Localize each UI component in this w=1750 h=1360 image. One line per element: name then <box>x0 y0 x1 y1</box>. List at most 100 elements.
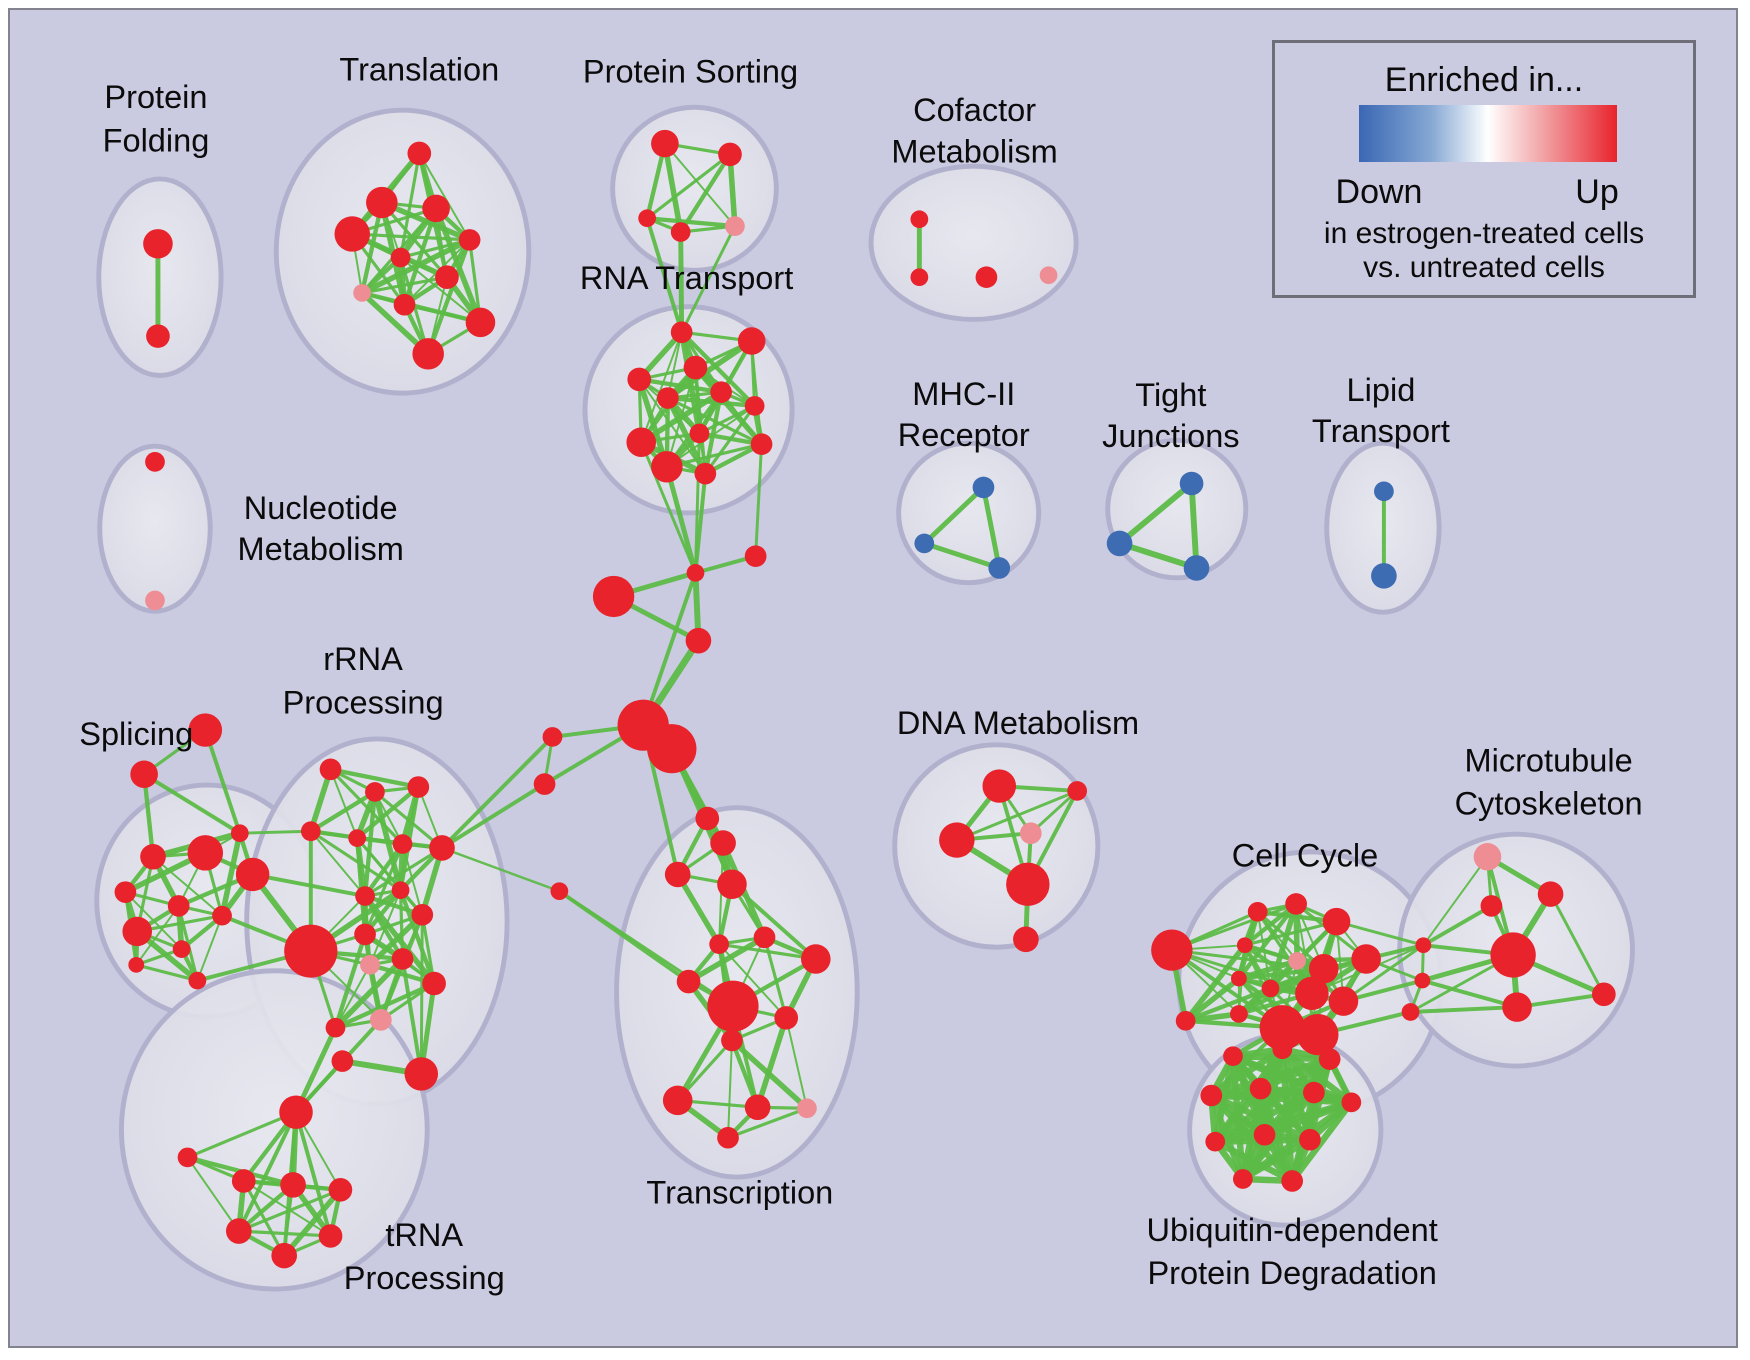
legend-up-label: Up <box>1575 173 1619 211</box>
geneset-node-rna_transport <box>750 433 773 456</box>
edge-protein_sorting <box>663 142 736 228</box>
cluster-ellipse-nucleotide_metabolism <box>97 443 213 614</box>
geneset-node-rrna_processing <box>355 886 375 906</box>
geneset-node-cofactor_metabolism <box>910 210 929 229</box>
cluster-label-trna_processing: tRNA <box>385 1217 463 1253</box>
geneset-node-trna_processing <box>328 1178 353 1202</box>
geneset-node-translation <box>334 216 370 252</box>
cluster-ellipse-mhc2_receptor <box>896 440 1042 586</box>
edge-rna_transport <box>679 330 757 409</box>
edge-cell_cycle <box>1236 901 1299 981</box>
edge-splicing <box>142 772 242 836</box>
geneset-node-connectors <box>685 627 712 654</box>
nodes-layer <box>114 129 1616 1269</box>
geneset-node-splicing <box>140 844 166 870</box>
geneset-node-cell_cycle <box>1259 1005 1305 1051</box>
cluster-ellipse-protein_sorting <box>610 104 779 273</box>
geneset-node-trna_processing <box>231 1169 256 1193</box>
geneset-node-connectors <box>542 727 563 747</box>
geneset-node-translation <box>458 229 481 251</box>
edge-rna_transport-connectors <box>639 440 697 575</box>
edge-splicing-rrna_processing <box>238 829 313 835</box>
legend-gradient-bar <box>1359 105 1617 162</box>
geneset-node-ubiquitin_degradation <box>1232 1169 1253 1189</box>
geneset-node-trna_processing <box>280 1172 306 1198</box>
geneset-node-microtubule_cytoskeleton <box>1414 972 1431 989</box>
edge-trna_processing <box>237 1229 333 1238</box>
geneset-node-rrna_processing <box>391 948 414 970</box>
cluster-label-rrna_processing: Processing <box>283 684 444 720</box>
edge-transcription <box>726 1106 809 1140</box>
geneset-node-translation <box>422 194 450 223</box>
edge-microtubule_cytoskeleton <box>1420 978 1520 1010</box>
geneset-node-translation <box>393 293 416 316</box>
cluster-label-tight_junctions: Junctions <box>1102 418 1239 454</box>
geneset-node-rna_transport <box>670 321 693 344</box>
cluster-label-rna_transport: RNA Transport <box>580 260 793 296</box>
edge-rrna_processing <box>333 932 368 1030</box>
edge-rrna_processing <box>355 784 421 841</box>
edge-protein_sorting-rna_transport <box>678 229 685 335</box>
edge-tight_junctions <box>1116 480 1195 547</box>
edge-splicing-rrna_processing <box>250 872 368 899</box>
edge-trna_processing <box>242 1179 332 1237</box>
geneset-node-cell_cycle <box>1261 979 1280 998</box>
cluster-label-microtubule_cytoskeleton: Cytoskeleton <box>1455 786 1643 822</box>
geneset-node-cell_cycle <box>1328 986 1359 1016</box>
edge-transcription <box>785 1016 808 1110</box>
edge-connectors <box>641 570 698 728</box>
cluster-label-protein_folding: Protein <box>104 79 207 115</box>
cluster-ellipse-dna_metabolism <box>892 742 1101 950</box>
geneset-node-cofactor_metabolism <box>1039 266 1058 285</box>
geneset-node-cell_cycle <box>1175 1011 1196 1031</box>
geneset-node-transcription <box>707 980 759 1032</box>
geneset-node-rrna_processing <box>369 1009 392 1031</box>
geneset-node-microtubule_cytoskeleton <box>1415 937 1432 954</box>
geneset-node-cofactor_metabolism <box>975 266 998 289</box>
edge-protein_sorting <box>645 152 732 220</box>
edge-rna_transport <box>638 378 707 475</box>
edge-rna_transport <box>637 377 724 395</box>
edge-protein_sorting <box>644 216 738 229</box>
edge-transcription <box>727 1039 733 1139</box>
geneset-node-cell_cycle <box>1297 1013 1339 1056</box>
edge-splicing <box>134 963 199 983</box>
edge-splicing <box>152 855 224 917</box>
geneset-node-transcription <box>695 806 720 831</box>
geneset-node-splicing <box>128 956 145 973</box>
edge-cell_cycle-microtubule_cytoskeleton <box>1335 920 1425 947</box>
geneset-node-cell_cycle <box>1351 944 1381 974</box>
geneset-node-rna_transport <box>710 381 732 403</box>
geneset-node-rrna_processing <box>407 776 430 798</box>
legend-title: Enriched in... <box>1384 61 1584 99</box>
geneset-node-splicing <box>188 971 207 990</box>
edge-rrna_processing <box>328 767 421 790</box>
geneset-node-rrna_processing <box>348 829 367 847</box>
cluster-label-rrna_processing: rRNA <box>323 641 403 677</box>
edge-translation <box>360 275 449 295</box>
geneset-node-cell_cycle <box>1236 937 1253 954</box>
edge-rrna_processing <box>362 789 378 899</box>
cluster-label-nucleotide_metabolism: Nucleotide <box>244 490 398 526</box>
edge-trna_processing <box>281 1187 344 1259</box>
geneset-node-splicing <box>122 916 153 947</box>
geneset-node-microtubule_cytoskeleton <box>1490 932 1536 978</box>
geneset-node-transcription <box>801 944 831 974</box>
geneset-node-rrna_processing <box>354 923 376 946</box>
edge-mhc2_receptor <box>921 484 986 546</box>
cluster-label-dna_metabolism: DNA Metabolism <box>897 705 1139 741</box>
cluster-label-microtubule_cytoskeleton: Microtubule <box>1465 742 1633 778</box>
geneset-node-transcription <box>753 926 776 949</box>
geneset-node-dna_metabolism <box>939 822 975 858</box>
edge-ubiquitin_degradation <box>1288 1099 1355 1185</box>
geneset-node-transcription <box>721 1029 743 1052</box>
legend-subtitle-line2: vs. untreated cells <box>1363 251 1605 284</box>
edge-transcription <box>557 889 735 1008</box>
geneset-node-ubiquitin_degradation <box>1249 1077 1272 1100</box>
edge-cell_cycle <box>1182 942 1248 1024</box>
edge-rrna_processing <box>332 956 406 1031</box>
geneset-node-rrna_processing <box>391 881 410 900</box>
edge-microtubule_cytoskeleton <box>1549 892 1606 996</box>
edge-tight_junctions <box>1188 480 1200 571</box>
